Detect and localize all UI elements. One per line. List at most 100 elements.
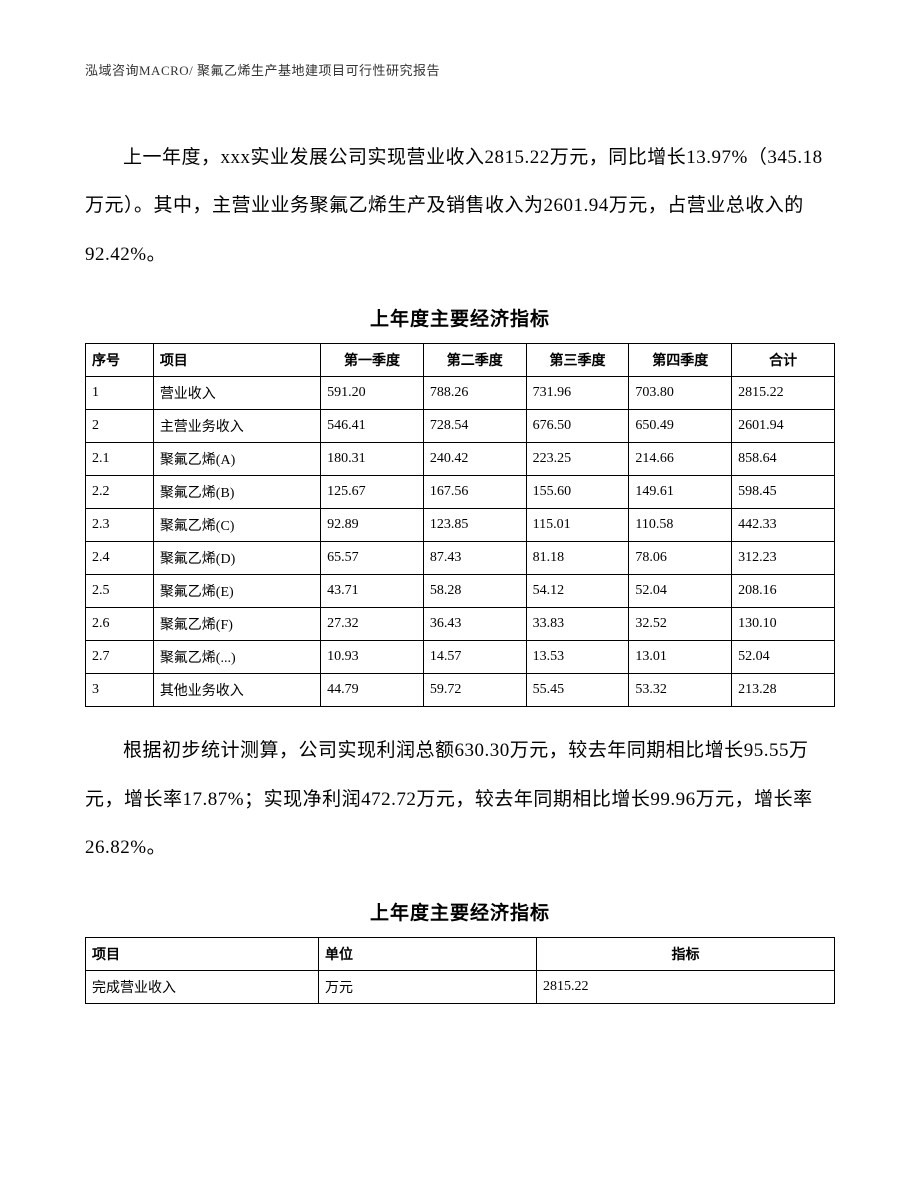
table2-cell-item: 完成营业收入 [86,970,319,1003]
table1-cell-total: 858.64 [732,443,835,476]
table2-cell-indicator: 2815.22 [537,970,835,1003]
table2-cell-unit: 万元 [319,970,537,1003]
table1-cell-q2: 167.56 [423,476,526,509]
table1-cell-q4: 110.58 [629,509,732,542]
table1-cell-q3: 54.12 [526,575,629,608]
table1-cell-q3: 81.18 [526,542,629,575]
table1-cell-total: 130.10 [732,608,835,641]
table1-header-row: 序号 项目 第一季度 第二季度 第三季度 第四季度 合计 [86,344,835,377]
table1-cell-total: 442.33 [732,509,835,542]
table2-header-indicator: 指标 [537,937,835,970]
table1-header-q3: 第三季度 [526,344,629,377]
table1-cell-item: 营业收入 [153,377,320,410]
paragraph-2: 根据初步统计测算，公司实现利润总额630.30万元，较去年同期相比增长95.55… [85,727,835,872]
table1-cell-q2: 87.43 [423,542,526,575]
table-row: 2.3聚氟乙烯(C)92.89123.85115.01110.58442.33 [86,509,835,542]
table1-cell-seq: 2.5 [86,575,154,608]
paragraph-1: 上一年度，xxx实业发展公司实现营业收入2815.22万元，同比增长13.97%… [85,134,835,279]
table1-cell-q1: 180.31 [321,443,424,476]
table-row: 2.7聚氟乙烯(...)10.9314.5713.5313.0152.04 [86,641,835,674]
table1-header-total: 合计 [732,344,835,377]
table1-header-q4: 第四季度 [629,344,732,377]
page-header-text: 泓域咨询MACRO/ 聚氟乙烯生产基地建项目可行性研究报告 [85,60,835,79]
table1-cell-q3: 33.83 [526,608,629,641]
table-row: 2.6聚氟乙烯(F)27.3236.4333.8332.52130.10 [86,608,835,641]
table1-cell-q1: 125.67 [321,476,424,509]
table1-cell-q4: 149.61 [629,476,732,509]
table1-cell-seq: 2.7 [86,641,154,674]
table1-cell-q4: 78.06 [629,542,732,575]
table1-cell-item: 聚氟乙烯(A) [153,443,320,476]
table1-header-q2: 第二季度 [423,344,526,377]
table1-cell-item: 聚氟乙烯(D) [153,542,320,575]
table1-cell-q2: 59.72 [423,674,526,707]
table1-cell-q1: 44.79 [321,674,424,707]
document-page: 泓域咨询MACRO/ 聚氟乙烯生产基地建项目可行性研究报告 上一年度，xxx实业… [0,0,920,1191]
table1-cell-q3: 13.53 [526,641,629,674]
table1-cell-q3: 55.45 [526,674,629,707]
table1-cell-q3: 731.96 [526,377,629,410]
table1-cell-q4: 650.49 [629,410,732,443]
table1-cell-q2: 240.42 [423,443,526,476]
table1-header-q1: 第一季度 [321,344,424,377]
table1-cell-q1: 10.93 [321,641,424,674]
table1-cell-q1: 546.41 [321,410,424,443]
table1-cell-q2: 14.57 [423,641,526,674]
table-row: 2.1聚氟乙烯(A)180.31240.42223.25214.66858.64 [86,443,835,476]
table1-cell-q3: 676.50 [526,410,629,443]
table1-cell-item: 聚氟乙烯(F) [153,608,320,641]
table1-cell-q1: 27.32 [321,608,424,641]
table-row: 3其他业务收入44.7959.7255.4553.32213.28 [86,674,835,707]
table1-cell-q1: 591.20 [321,377,424,410]
table1-cell-seq: 3 [86,674,154,707]
table1-cell-total: 312.23 [732,542,835,575]
table1-cell-q2: 36.43 [423,608,526,641]
table1-cell-q4: 214.66 [629,443,732,476]
table1-cell-item: 主营业务收入 [153,410,320,443]
table1-cell-q4: 32.52 [629,608,732,641]
table2-header-item: 项目 [86,937,319,970]
table1-cell-q4: 13.01 [629,641,732,674]
table1-cell-seq: 1 [86,377,154,410]
table1-cell-seq: 2.3 [86,509,154,542]
table2-title: 上年度主要经济指标 [85,898,835,925]
table-row: 2.5聚氟乙烯(E)43.7158.2854.1252.04208.16 [86,575,835,608]
table1-cell-q1: 43.71 [321,575,424,608]
table1-cell-q3: 115.01 [526,509,629,542]
economic-indicators-table-1: 序号 项目 第一季度 第二季度 第三季度 第四季度 合计 1营业收入591.20… [85,343,835,707]
table1-cell-seq: 2.6 [86,608,154,641]
table2-header-row: 项目 单位 指标 [86,937,835,970]
economic-indicators-table-2: 项目 单位 指标 完成营业收入万元2815.22 [85,937,835,1004]
table-row: 1营业收入591.20788.26731.96703.802815.22 [86,377,835,410]
table1-cell-total: 598.45 [732,476,835,509]
table1-cell-item: 其他业务收入 [153,674,320,707]
table1-cell-item: 聚氟乙烯(...) [153,641,320,674]
table1-cell-q1: 92.89 [321,509,424,542]
table1-cell-seq: 2.4 [86,542,154,575]
table1-cell-seq: 2 [86,410,154,443]
table1-title: 上年度主要经济指标 [85,304,835,331]
table1-cell-seq: 2.1 [86,443,154,476]
table1-cell-q2: 788.26 [423,377,526,410]
table1-cell-q4: 703.80 [629,377,732,410]
table1-cell-q2: 728.54 [423,410,526,443]
table2-header-unit: 单位 [319,937,537,970]
table1-cell-q1: 65.57 [321,542,424,575]
table1-cell-item: 聚氟乙烯(B) [153,476,320,509]
table1-cell-total: 2601.94 [732,410,835,443]
table1-cell-total: 208.16 [732,575,835,608]
table1-cell-total: 213.28 [732,674,835,707]
table-row: 2.2聚氟乙烯(B)125.67167.56155.60149.61598.45 [86,476,835,509]
table1-cell-q4: 52.04 [629,575,732,608]
table1-cell-q2: 58.28 [423,575,526,608]
table1-cell-total: 52.04 [732,641,835,674]
table-row: 完成营业收入万元2815.22 [86,970,835,1003]
table1-cell-item: 聚氟乙烯(E) [153,575,320,608]
table1-cell-q4: 53.32 [629,674,732,707]
table1-cell-q3: 223.25 [526,443,629,476]
table1-cell-seq: 2.2 [86,476,154,509]
table1-cell-q2: 123.85 [423,509,526,542]
table-row: 2主营业务收入546.41728.54676.50650.492601.94 [86,410,835,443]
table1-cell-q3: 155.60 [526,476,629,509]
table-row: 2.4聚氟乙烯(D)65.5787.4381.1878.06312.23 [86,542,835,575]
